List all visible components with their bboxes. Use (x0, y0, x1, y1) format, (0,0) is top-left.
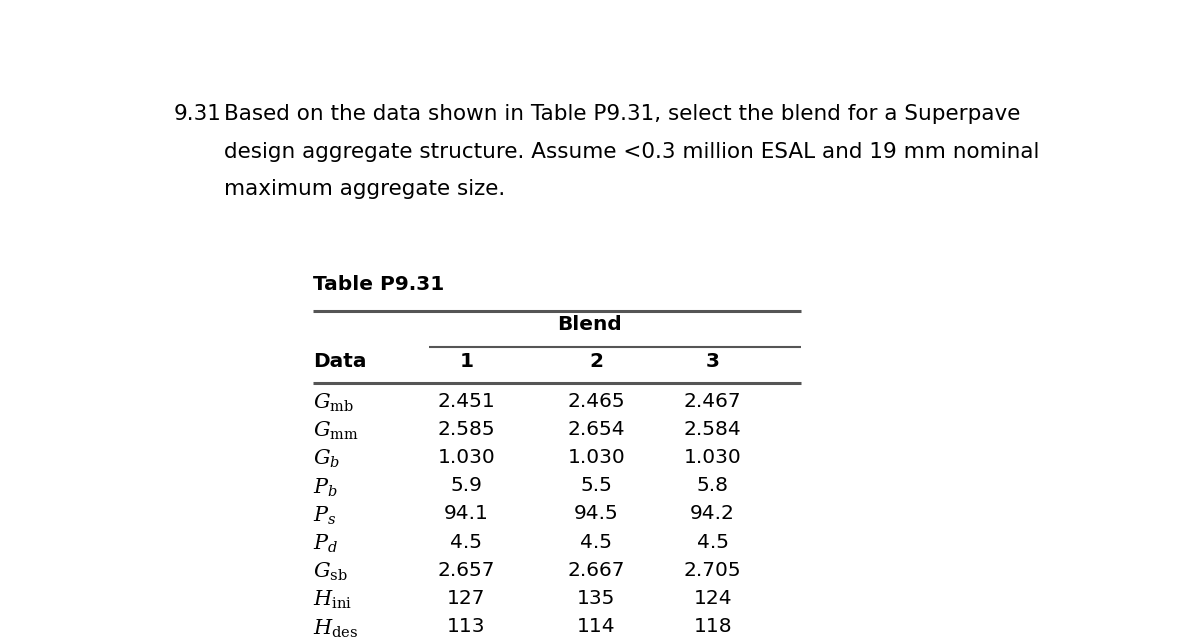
Text: 94.2: 94.2 (690, 505, 736, 523)
Text: 2.584: 2.584 (684, 420, 742, 439)
Text: maximum aggregate size.: maximum aggregate size. (224, 179, 505, 199)
Text: 94.5: 94.5 (574, 505, 619, 523)
Text: 2.451: 2.451 (437, 392, 496, 410)
Text: 5.5: 5.5 (581, 476, 612, 495)
Text: 113: 113 (446, 617, 486, 637)
Text: $P_s$: $P_s$ (313, 505, 336, 527)
Text: 2.657: 2.657 (438, 561, 494, 580)
Text: 2.654: 2.654 (568, 420, 625, 439)
Text: 5.9: 5.9 (450, 476, 482, 495)
Text: 94.1: 94.1 (444, 505, 488, 523)
Text: 9.31: 9.31 (173, 104, 221, 124)
Text: 4.5: 4.5 (581, 532, 612, 552)
Text: 2.705: 2.705 (684, 561, 742, 580)
Text: 135: 135 (577, 589, 616, 608)
Text: $G_{\mathrm{mb}}$: $G_{\mathrm{mb}}$ (313, 392, 354, 414)
Text: Blend: Blend (557, 315, 622, 334)
Text: 1: 1 (460, 352, 473, 371)
Text: $G_{\mathrm{sb}}$: $G_{\mathrm{sb}}$ (313, 561, 348, 583)
Text: Table P9.31: Table P9.31 (313, 275, 444, 294)
Text: 124: 124 (694, 589, 732, 608)
Text: 2.465: 2.465 (568, 392, 625, 410)
Text: Data: Data (313, 352, 366, 371)
Text: 1.030: 1.030 (437, 448, 496, 467)
Text: 1.030: 1.030 (568, 448, 625, 467)
Text: 4.5: 4.5 (697, 532, 728, 552)
Text: Based on the data shown in Table P9.31, select the blend for a Superpave: Based on the data shown in Table P9.31, … (224, 104, 1021, 124)
Text: 2.585: 2.585 (437, 420, 496, 439)
Text: $H_{\mathrm{ini}}$: $H_{\mathrm{ini}}$ (313, 589, 352, 611)
Text: $G_b$: $G_b$ (313, 448, 340, 470)
Text: 1.030: 1.030 (684, 448, 742, 467)
Text: 127: 127 (446, 589, 486, 608)
Text: $P_b$: $P_b$ (313, 476, 337, 498)
Text: 2.667: 2.667 (568, 561, 625, 580)
Text: $H_{\mathrm{des}}$: $H_{\mathrm{des}}$ (313, 617, 358, 640)
Text: $P_d$: $P_d$ (313, 532, 338, 555)
Text: 3: 3 (706, 352, 720, 371)
Text: 5.8: 5.8 (697, 476, 728, 495)
Text: 2: 2 (589, 352, 604, 371)
Text: $G_{\mathrm{mm}}$: $G_{\mathrm{mm}}$ (313, 420, 359, 442)
Text: 114: 114 (577, 617, 616, 637)
Text: design aggregate structure. Assume <0.3 million ESAL and 19 mm nominal: design aggregate structure. Assume <0.3 … (224, 141, 1039, 161)
Text: 118: 118 (694, 617, 732, 637)
Text: 2.467: 2.467 (684, 392, 742, 410)
Text: 4.5: 4.5 (450, 532, 482, 552)
